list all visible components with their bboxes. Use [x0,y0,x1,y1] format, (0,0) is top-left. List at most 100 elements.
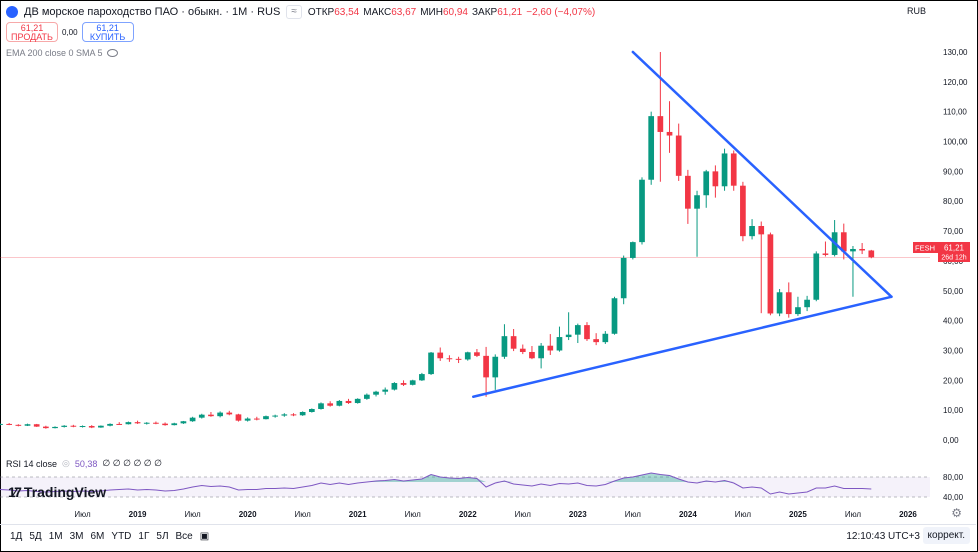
compare-icon[interactable]: ≈ [286,5,302,19]
price-tag-countdown: 26d 12h [941,255,966,262]
candle-body [629,242,636,258]
trendlines-group[interactable] [472,50,893,399]
rsi-legend[interactable]: RSI 14 close ◎ 50,38 ∅ ∅ ∅ ∅ ∅ ∅ [6,458,162,469]
candle-body [153,422,159,424]
tradingview-logo[interactable]: 1⁄7 TradingView [8,484,106,500]
rsi-extra: ∅ ∅ ∅ ∅ ∅ ∅ [102,458,162,468]
y-tick-label: 0,00 [943,436,959,445]
range-1d[interactable]: 1Д [10,531,23,542]
candle-body [464,352,471,360]
range-6m[interactable]: 6М [90,531,105,542]
rsi-label: RSI 14 close [6,458,58,469]
rsi-band [0,477,930,497]
candle-body [33,424,40,427]
candle-body [437,352,444,359]
candle-body [519,348,526,352]
x-tick-label: 2022 [459,510,477,519]
candle-body [382,389,389,392]
candle-body [134,422,141,424]
rsi-settings-icon[interactable]: ◎ [62,458,70,468]
trade-box: 61,21 ПРОДАТЬ 0,00 61,21 КУПИТЬ [6,22,134,42]
spread-value: 0,00 [62,27,78,37]
x-tick-label: Июл [735,510,752,519]
candle-body [217,412,223,417]
y-tick-label: 20,00 [943,376,964,385]
price-axis[interactable]: 130,00 120,00 110,00 100,00 90,00 80,00 70,00 6… [943,48,968,445]
calendar-icon[interactable]: ▣ [199,531,210,542]
range-buttons: 1Д 5Д 1М 3М 6М YTD 1Г 5Л Все ▣ [10,531,209,542]
candle-body [501,336,508,357]
tradingview-mark-icon: 1⁄7 [8,484,22,500]
candle-body [446,358,453,360]
price-tag-bg [938,242,970,262]
sell-button[interactable]: 61,21 ПРОДАТЬ [6,22,58,42]
range-5y[interactable]: 5Л [156,531,169,542]
candle-body [538,345,544,359]
time-axis[interactable]: Июл 2019 Июл 2020 Июл 2021 Июл 2022 Июл 2023 Июл 20… [74,510,917,519]
candle-body [345,400,352,404]
candle-body [721,153,728,187]
buy-button[interactable]: 61,21 КУПИТЬ [81,22,134,42]
candle-body [107,423,113,426]
candle-body [0,423,3,425]
range-3m[interactable]: 3М [69,531,84,542]
symbol-logo-icon [6,6,18,18]
currency-label[interactable]: RUB [906,6,926,16]
candle-body [510,336,517,349]
y-tick-label: 10,00 [943,406,964,415]
price-tag-value: 61,21 [944,244,965,253]
x-tick-label: 2024 [679,510,697,519]
candle-body [116,423,123,425]
candle-body [584,325,590,340]
ticker-tag: FESH [915,244,935,253]
candle-body [79,426,86,428]
symbol-title[interactable]: ДВ морское пароходство ПАО · обыкн. · 1М… [24,6,281,18]
x-tick-label: Июл [515,510,532,519]
x-tick-label: Июл [184,510,201,519]
candle-body [850,248,856,252]
candle-body [226,412,233,415]
y-tick-label: 100,00 [943,138,968,147]
candle-body [840,232,847,252]
candle-body [730,153,737,186]
x-tick-label: Июл [845,510,862,519]
range-ytd[interactable]: YTD [111,531,132,542]
candle-body [162,423,168,426]
candle-body [859,248,865,251]
candle-body [253,418,260,420]
x-tick-label: 2020 [239,510,257,519]
candle-body [189,417,196,422]
candle-body [61,425,68,427]
x-tick-label: 2021 [349,510,367,519]
x-tick-label: 2025 [789,510,807,519]
candle-body [428,352,434,375]
candle-body [409,380,416,385]
candle-body [373,391,379,395]
candle-body [125,422,132,425]
y-tick-label: 120,00 [943,78,968,87]
candle-body [785,292,792,315]
rsi-pane: 80,00 40,00 [0,472,964,502]
rsi-value: 50,38 [74,458,98,469]
candle-body [474,352,480,356]
ticker-tag-bg [913,242,938,253]
y-tick-label: 110,00 [943,108,967,117]
indicator-legend[interactable]: EMA 200 close 0 SMA 5 [6,48,118,58]
range-all[interactable]: Все [175,531,193,542]
x-tick-label: Июл [74,510,91,519]
candle-body [703,171,710,196]
range-1m[interactable]: 1М [48,531,63,542]
eye-icon[interactable] [106,49,118,57]
clock[interactable]: 12:10:43 UTC+3 [846,531,920,542]
tradingview-logo-text: TradingView [23,484,107,500]
range-1y[interactable]: 1Г [138,531,150,542]
candle-body [611,298,618,334]
candle-body [15,424,22,426]
y-tick-label: 50,00 [943,287,964,296]
range-5d[interactable]: 5Д [29,531,42,542]
adjust-button[interactable]: коррект. [922,527,970,544]
candle-body [98,425,104,428]
bottom-toolbar: 1Д 5Д 1М 3М 6М YTD 1Г 5Л Все ▣ 12:10:43 … [0,524,976,551]
gear-icon[interactable]: ⚙ [951,506,962,520]
